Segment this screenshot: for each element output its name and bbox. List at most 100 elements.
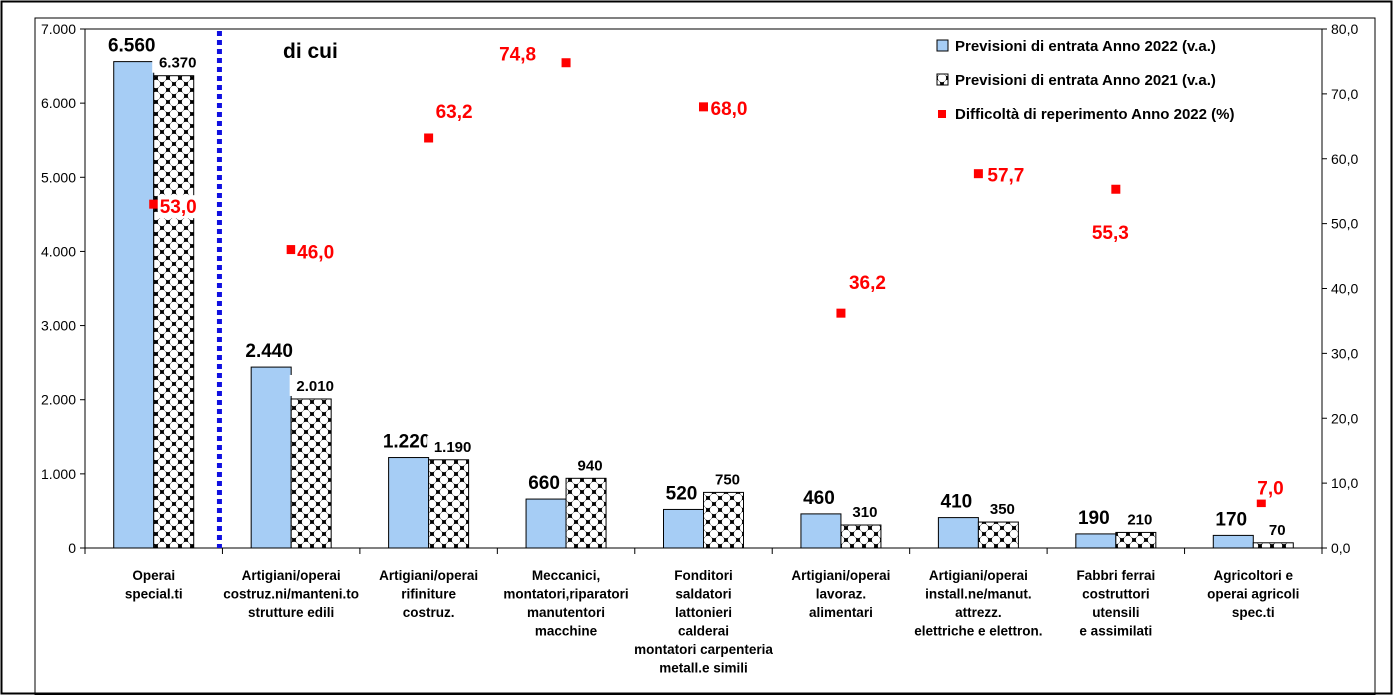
y-axis-tick-label: 0 <box>68 540 76 556</box>
difficulty-label-bg <box>433 99 482 123</box>
x-axis-category-label-line: rifiniture <box>401 587 456 602</box>
x-axis-category-label: Artigiani/operai rifiniture costruz. <box>379 568 478 620</box>
x-axis-category-label: Meccanici, montatori,riparatori manutentor… <box>503 568 628 639</box>
x-axis-category-label-line: install.ne/manut. <box>925 587 1032 602</box>
bar-2022 <box>1212 534 1254 549</box>
bar-2022-label-bg <box>937 488 976 513</box>
y2-axis-tick-label: 60,0 <box>1331 151 1358 167</box>
bar-2022 <box>663 508 704 549</box>
bar-2021-label-bg <box>427 435 479 457</box>
bar-2022 <box>937 517 979 549</box>
bar-2021-value-label: 6.370 <box>159 55 197 72</box>
difficulty-value-label: 63,2 <box>436 102 473 123</box>
difficulty-point <box>699 102 708 112</box>
difficulty-value-label: 68,0 <box>711 99 748 120</box>
y-axis-tick-label: 4.000 <box>41 243 76 259</box>
bar-2021-value-label: 2.010 <box>296 378 334 395</box>
bar-2021-value-label: 750 <box>715 471 740 488</box>
x-axis-category-label-line: e assimilati <box>1079 624 1152 639</box>
bar-2021-label-bg <box>573 454 607 476</box>
x-axis-category-label: Artigiani/operai costruz.ni/manteni.to str… <box>223 568 359 620</box>
bar-2021-value-label: 350 <box>990 501 1015 518</box>
bar-2022-label-bg <box>525 470 563 495</box>
bar-2021-label-bg <box>985 498 1019 520</box>
difficulty-label-bg <box>1255 476 1293 500</box>
bar-2022 <box>250 366 292 549</box>
difficulty-label-bg <box>157 195 206 219</box>
difficulty-label-bg <box>846 271 895 295</box>
bar-2022-label-bg <box>102 32 161 57</box>
difficulty-value-label: 7,0 <box>1257 479 1283 500</box>
x-axis-category-label-line: Meccanici, <box>532 568 600 583</box>
y2-axis-tick-label: 40,0 <box>1331 281 1358 297</box>
x-axis-category-label-line: Operai <box>132 568 175 583</box>
difficulty-label-bg <box>486 42 535 66</box>
bar-2021 <box>153 75 195 549</box>
difficulty-point <box>149 199 159 209</box>
bar-2022 <box>525 498 567 549</box>
difficulty-point <box>286 245 296 255</box>
bar-2021-label-bg <box>1123 508 1157 530</box>
bar-2022-value-label: 460 <box>803 488 835 509</box>
y2-axis-tick-label: 50,0 <box>1331 216 1358 232</box>
x-axis-category-label-line: metall.e simili <box>659 661 748 676</box>
difficulty-value-label: 55,3 <box>1092 223 1129 244</box>
y-axis-tick-label: 5.000 <box>41 169 76 185</box>
y2-axis-tick-label: 30,0 <box>1331 345 1358 361</box>
bar-2022 <box>113 61 155 549</box>
bar-2021-value-label: 1.190 <box>434 439 472 456</box>
x-axis-category-label-line: Artigiani/operai <box>791 568 890 583</box>
difficulty-value-label: 53,0 <box>160 197 197 218</box>
y2-axis-tick-label: 70,0 <box>1331 86 1358 102</box>
bar-2021 <box>703 491 744 549</box>
bar-2022-value-label: 1.220 <box>383 432 431 453</box>
x-axis-category-label-line: calderai <box>678 624 729 639</box>
bar-2021 <box>428 459 470 549</box>
difficulty-point <box>1111 184 1121 194</box>
bar-2022 <box>388 457 430 549</box>
difficulty-point <box>424 133 434 143</box>
x-axis-category-label: Agricoltori e operai agricoli spec.ti <box>1207 568 1299 620</box>
difficulty-point <box>1256 498 1266 508</box>
x-axis-category-label: Fabbri ferrai costruttori utensili e assimi… <box>1076 568 1155 639</box>
x-axis-category-label-line: montatori,riparatori <box>503 587 628 602</box>
y-axis-tick-label: 1.000 <box>41 466 76 482</box>
bar-2021-value-label: 940 <box>578 457 603 474</box>
bar-2022-label-bg <box>1075 504 1113 529</box>
y2-axis-tick-label: 20,0 <box>1331 410 1358 426</box>
x-axis-category-label-line: Artigiani/operai <box>929 568 1028 583</box>
bar-2021-label-bg <box>152 51 204 73</box>
x-axis-category-label-line: strutture edili <box>248 605 334 620</box>
legend-label: Previsioni di entrata Anno 2022 (v.a.) <box>955 38 1216 55</box>
bar-2022-label-bg <box>239 338 299 363</box>
y-axis-tick-label: 6.000 <box>41 95 76 111</box>
x-axis-category-label-line: lattonieri <box>675 605 732 620</box>
difficulty-label-bg <box>295 240 344 264</box>
bar-2021-label-bg <box>848 501 882 523</box>
x-axis-category-label-line: alimentari <box>809 605 873 620</box>
bar-2022-label-bg <box>377 428 436 453</box>
x-axis-category-label-line: costruttori <box>1082 587 1150 602</box>
x-axis-category-label-line: attrezz. <box>955 605 1002 620</box>
y2-axis-tick-label: 80,0 <box>1331 21 1358 37</box>
bar-2022-value-label: 170 <box>1215 509 1247 530</box>
difficulty-point <box>973 169 983 179</box>
difficulty-point <box>836 308 846 318</box>
bar-2021 <box>290 398 332 549</box>
bar-2021-value-label: 310 <box>852 504 877 521</box>
legend-swatch-difficulty <box>938 110 946 118</box>
x-axis-category-label-line: costruz. <box>403 605 455 620</box>
bar-2022-label-bg <box>1212 506 1251 531</box>
difficulty-value-label: 74,8 <box>499 45 536 66</box>
bar-2022-value-label: 520 <box>666 483 698 504</box>
legend-swatch-2021 <box>936 73 949 86</box>
bar-2021-value-label: 210 <box>1127 511 1152 528</box>
bar-2022-value-label: 660 <box>528 473 560 494</box>
bar-2021 <box>565 477 607 549</box>
x-axis-category-label-line: special.ti <box>125 587 183 602</box>
x-axis-category-label-line: macchine <box>535 624 598 639</box>
difficulty-point <box>561 58 571 68</box>
bar-2022-value-label: 6.560 <box>108 36 156 57</box>
